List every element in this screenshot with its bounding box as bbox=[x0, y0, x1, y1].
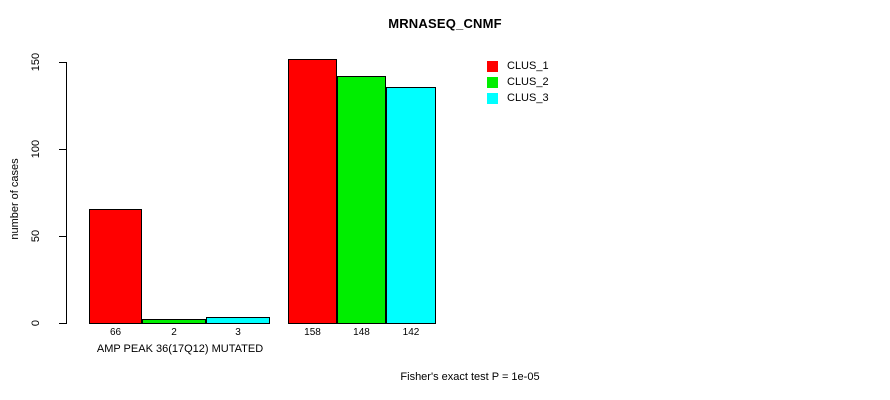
bar-value-label-clus2-group1: 2 bbox=[171, 327, 177, 338]
y-tick-label-50: 50 bbox=[30, 229, 42, 243]
chart-title: MRNASEQ_CNMF bbox=[388, 16, 502, 31]
bar-clus3-group2[interactable] bbox=[386, 87, 436, 324]
legend-label-clus-1: CLUS_1 bbox=[507, 60, 549, 72]
y-tick-mark-50 bbox=[59, 236, 67, 237]
y-tick-label-100: 100 bbox=[30, 139, 42, 159]
y-axis-title: number of cases bbox=[9, 158, 21, 240]
legend-item-clus-1[interactable]: CLUS_1 bbox=[487, 58, 549, 74]
x-axis-group-label-1: AMP PEAK 36(17Q12) MUTATED bbox=[96, 343, 264, 355]
y-axis-line bbox=[66, 62, 67, 323]
legend-label-clus-2: CLUS_2 bbox=[507, 76, 549, 88]
bar-value-label-clus3-group2: 142 bbox=[402, 327, 420, 338]
y-tick-label-150: 150 bbox=[30, 52, 42, 72]
legend: CLUS_1 CLUS_2 CLUS_3 bbox=[487, 58, 549, 106]
legend-label-clus-3: CLUS_3 bbox=[507, 92, 549, 104]
statistical-test-annotation: Fisher's exact test P = 1e-05 bbox=[400, 371, 540, 383]
legend-swatch-clus-2 bbox=[487, 76, 498, 88]
bar-clus2-group1[interactable] bbox=[142, 319, 206, 324]
legend-item-clus-3[interactable]: CLUS_3 bbox=[487, 90, 549, 106]
bar-value-label-clus1-group1: 66 bbox=[109, 327, 122, 338]
y-tick-mark-100 bbox=[59, 149, 67, 150]
y-tick-label-0: 0 bbox=[30, 319, 42, 327]
bar-value-label-clus2-group2: 148 bbox=[353, 327, 370, 338]
legend-swatch-clus-1 bbox=[487, 60, 498, 72]
legend-item-clus-2[interactable]: CLUS_2 bbox=[487, 74, 549, 90]
bar-value-label-clus1-group2: 158 bbox=[304, 327, 321, 338]
bar-clus2-group2[interactable] bbox=[337, 76, 386, 324]
bar-value-label-clus3-group1: 3 bbox=[235, 327, 241, 338]
bar-clus3-group1[interactable] bbox=[206, 317, 270, 324]
y-tick-mark-0 bbox=[59, 323, 67, 324]
bar-clus1-group1[interactable] bbox=[89, 209, 142, 324]
bar-clus1-group2[interactable] bbox=[288, 59, 337, 324]
y-tick-mark-150 bbox=[59, 62, 67, 63]
legend-swatch-clus-3 bbox=[487, 92, 498, 104]
